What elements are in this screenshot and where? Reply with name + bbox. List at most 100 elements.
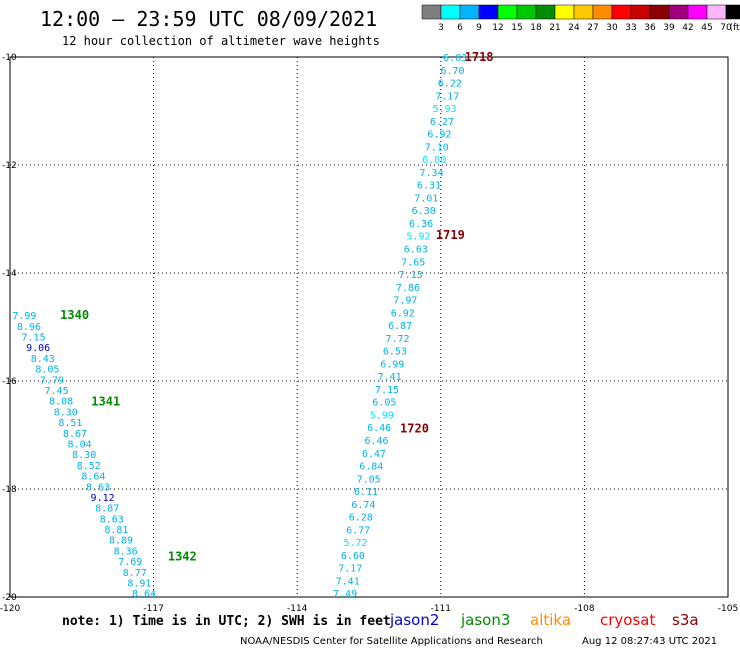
swh-value-s3a: 7.34	[420, 168, 444, 179]
swh-value-s3a: 6.31	[417, 181, 441, 192]
scale-swatch	[725, 4, 740, 20]
satellite-name-cryosat: cryosat	[600, 611, 655, 629]
swh-value-jason3: 8.63	[100, 514, 124, 525]
scale-swatch	[668, 4, 689, 20]
swh-value-jason3: 8.36	[114, 546, 138, 557]
plot-frame	[9, 56, 729, 598]
swh-value-s3a: 6.60	[341, 551, 365, 562]
swh-value-s3a: 6.84	[359, 462, 383, 473]
scale-label: 24	[568, 23, 580, 33]
swh-value-s3a: 6.46	[364, 436, 388, 447]
swh-value-s3a: 5.99	[370, 410, 394, 421]
swh-value-s3a: 6.63	[404, 245, 428, 256]
swh-value-s3a: 7.41	[378, 372, 402, 383]
swh-value-jason3: 8.08	[49, 397, 73, 408]
scale-label: 9	[476, 23, 482, 33]
pass-number-label: 1340	[60, 308, 89, 322]
swh-value-s3a: 7.13	[399, 270, 423, 281]
swh-value-jason3: 7.79	[40, 375, 64, 386]
swh-value-s3a: 6.05	[372, 398, 396, 409]
x-tick-label: -120	[0, 604, 20, 614]
scale-swatch	[535, 4, 556, 20]
pass-labels: 1340 1341 1342 1718 1719 1720	[60, 50, 493, 564]
swh-value-s3a: 6.87	[388, 321, 412, 332]
scale-swatch	[516, 4, 537, 20]
scale-label: 70	[720, 23, 732, 33]
swh-value-jason3: 8.81	[104, 525, 128, 536]
scale-label: 33	[625, 23, 636, 33]
scale-swatch	[459, 4, 480, 20]
footer-timestamp: Aug 12 08:27:43 UTC 2021	[582, 636, 717, 647]
scale-swatch	[554, 4, 575, 20]
swh-value-s3a: 5.92	[406, 232, 430, 243]
swh-value-s3a: 6.53	[383, 347, 407, 358]
scale-swatch	[630, 4, 651, 20]
swh-value-jason3: 8.63	[86, 482, 110, 493]
swh-value-s3a: 7.01	[414, 193, 438, 204]
swh-value-s3a: 7.86	[396, 283, 420, 294]
swh-value-jason3: 8.91	[127, 579, 151, 590]
y-tick-label: -10	[2, 53, 17, 63]
scale-swatch	[687, 4, 708, 20]
pass-number-label: 1341	[91, 395, 120, 409]
swh-value-jason3: 8.30	[72, 450, 96, 461]
swh-value-s3a: 6.00	[422, 155, 446, 166]
scale-unit: (ft)	[729, 23, 740, 33]
x-axis-ticks: -120 -117 -114 -111 -108 -105	[0, 604, 738, 614]
scale-swatch	[573, 4, 594, 20]
scale-swatch	[649, 4, 670, 20]
pass-number-label: 1720	[400, 422, 429, 436]
x-tick-label: -111	[431, 604, 451, 614]
scale-label: 15	[511, 23, 522, 33]
swh-value-jason3: 8.67	[63, 429, 87, 440]
scale-label: 42	[682, 23, 693, 33]
y-tick-label: -14	[2, 269, 17, 279]
scale-label: 12	[492, 23, 503, 33]
scale-swatch	[592, 4, 613, 20]
swh-value-jason3: 8.43	[31, 354, 55, 365]
swh-value-jason3: 8.87	[95, 504, 119, 515]
scale-label: 18	[530, 23, 542, 33]
scale-label: 6	[457, 23, 463, 33]
scale-label: 45	[701, 23, 712, 33]
satellite-name-jason2: jason2	[389, 611, 439, 629]
y-axis-ticks: -10 -12 -14 -16 -18 -20	[2, 53, 17, 603]
satellite-name-s3a: s3a	[672, 611, 699, 629]
swh-value-s3a: 6.47	[362, 449, 386, 460]
satellite-tracks: 7.998.967.159.068.438.057.797.458.088.30…	[12, 53, 467, 600]
x-tick-label: -114	[287, 604, 308, 614]
scale-swatch	[421, 4, 442, 20]
swh-value-jason3: 8.30	[54, 407, 78, 418]
pass-number-label: 1719	[436, 228, 465, 242]
scale-label: 27	[587, 23, 598, 33]
pass-number-label: 1342	[168, 550, 197, 564]
footer-note: note: 1) Time is in UTC; 2) SWH is in fe…	[62, 614, 391, 629]
swh-value-jason3: 8.05	[35, 365, 59, 376]
swh-value-jason3: 9.12	[91, 493, 115, 504]
scale-label: 30	[606, 23, 618, 33]
swh-value-s3a: 6.46	[367, 423, 391, 434]
y-tick-label: -20	[2, 593, 17, 603]
satellite-legend: jason2 jason3 altika cryosat s3a	[389, 611, 699, 629]
x-tick-label: -105	[718, 604, 738, 614]
swh-value-s3a: 7.41	[336, 576, 360, 587]
swh-value-s3a: 6.27	[430, 117, 454, 128]
scale-label: 36	[644, 23, 656, 33]
swh-value-s3a: 5.93	[433, 104, 457, 115]
plot-area: -120 -117 -114 -111 -108 -105 -10 -12 -14 -16 -18…	[0, 50, 738, 614]
swh-value-jason3: 9.06	[26, 343, 50, 354]
swh-value-s3a: 7.72	[385, 334, 409, 345]
pass-number-label: 1718	[465, 50, 494, 64]
swh-value-jason3: 8.52	[77, 461, 101, 472]
swh-value-s3a: 6.30	[412, 206, 436, 217]
swh-value-s3a: 5.72	[344, 538, 368, 549]
swh-value-s3a: 6.92	[391, 308, 415, 319]
swh-value-s3a: 6.22	[438, 79, 462, 90]
swh-value-jason3: 8.89	[109, 536, 133, 547]
scale-label: 39	[663, 23, 675, 33]
swh-value-s3a: 7.17	[435, 91, 459, 102]
swh-value-jason3: 8.96	[17, 322, 41, 333]
swh-value-jason3: 7.99	[12, 311, 36, 322]
chart-title: 12:00 – 23:59 UTC 08/09/2021	[40, 7, 377, 31]
